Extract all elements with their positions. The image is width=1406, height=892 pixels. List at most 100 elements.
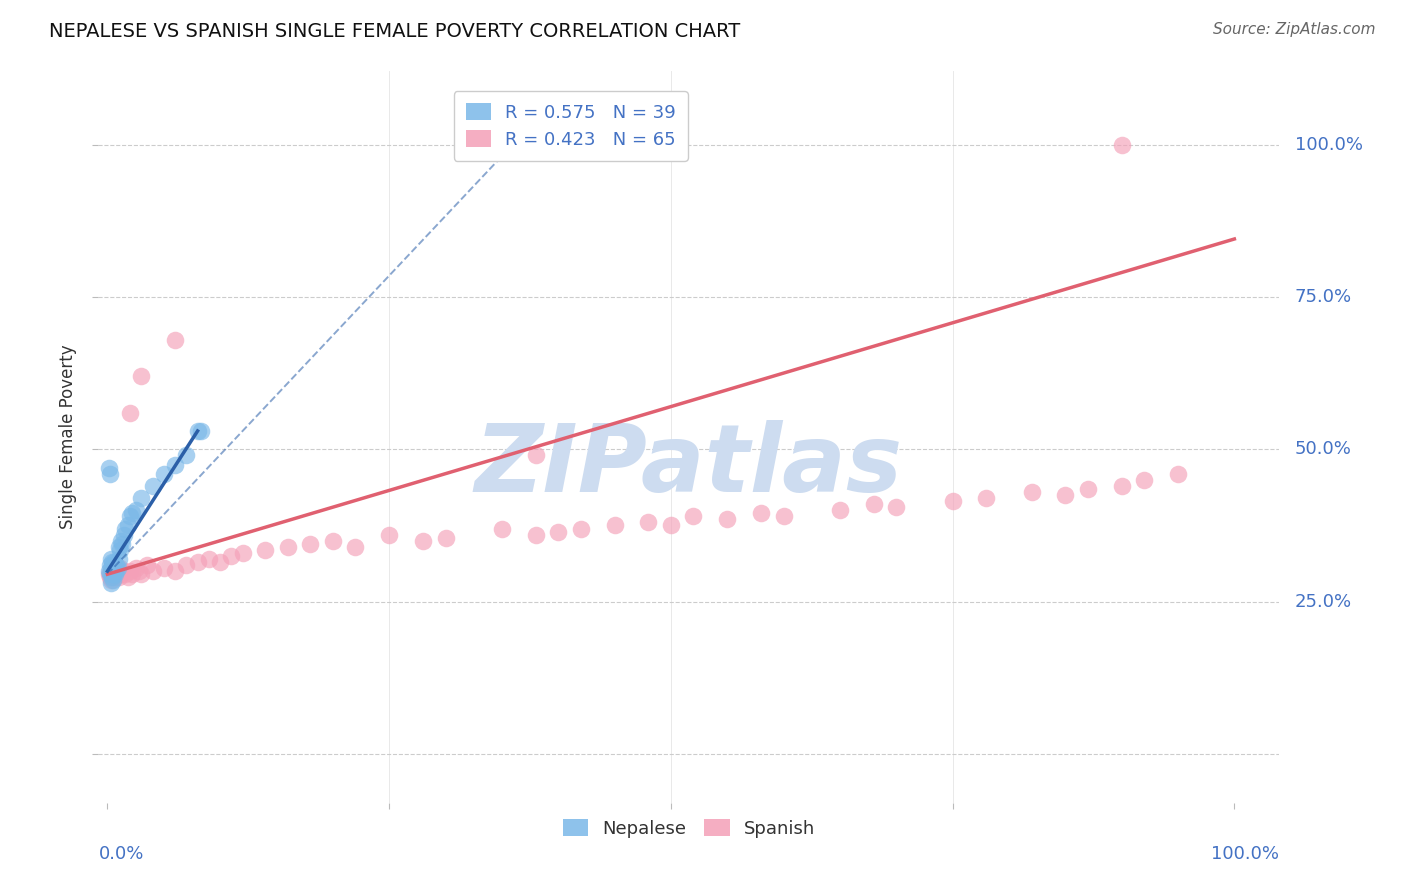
- Point: [98, 570, 121, 584]
- Point: [101, 555, 124, 569]
- Point: [716, 512, 738, 526]
- Point: [412, 533, 434, 548]
- Point: [976, 491, 998, 505]
- Point: [165, 458, 187, 472]
- Point: [103, 555, 125, 569]
- Point: [114, 521, 136, 535]
- Point: [100, 574, 122, 588]
- Point: [97, 567, 120, 582]
- Point: [198, 552, 221, 566]
- Text: Source: ZipAtlas.com: Source: ZipAtlas.com: [1212, 22, 1375, 37]
- Point: [105, 558, 128, 573]
- Point: [141, 479, 163, 493]
- Point: [524, 527, 547, 541]
- Point: [100, 552, 122, 566]
- Point: [98, 467, 121, 481]
- Point: [101, 558, 124, 573]
- Point: [101, 564, 124, 578]
- Point: [121, 567, 143, 582]
- Point: [1054, 488, 1077, 502]
- Point: [884, 500, 907, 515]
- Point: [524, 448, 547, 462]
- Point: [1167, 467, 1189, 481]
- Point: [103, 561, 125, 575]
- Point: [129, 567, 152, 582]
- Point: [111, 537, 134, 551]
- Point: [107, 570, 129, 584]
- Point: [118, 509, 141, 524]
- Point: [112, 527, 135, 541]
- Point: [232, 546, 254, 560]
- Point: [1111, 479, 1133, 493]
- Text: 25.0%: 25.0%: [1295, 592, 1353, 611]
- Point: [100, 576, 122, 591]
- Point: [124, 503, 146, 517]
- Point: [434, 531, 457, 545]
- Point: [108, 542, 131, 557]
- Point: [101, 567, 124, 582]
- Point: [862, 497, 884, 511]
- Point: [104, 561, 127, 575]
- Point: [97, 460, 120, 475]
- Point: [176, 448, 198, 462]
- Point: [152, 467, 174, 481]
- Text: 75.0%: 75.0%: [1295, 288, 1353, 306]
- Point: [100, 561, 122, 575]
- Point: [254, 542, 277, 557]
- Point: [1133, 473, 1156, 487]
- Point: [101, 567, 124, 582]
- Point: [105, 567, 128, 582]
- Point: [277, 540, 299, 554]
- Point: [117, 570, 139, 584]
- Point: [942, 494, 965, 508]
- Point: [190, 424, 212, 438]
- Text: 0.0%: 0.0%: [98, 846, 143, 863]
- Point: [118, 406, 141, 420]
- Y-axis label: Single Female Poverty: Single Female Poverty: [59, 345, 77, 529]
- Text: 50.0%: 50.0%: [1295, 441, 1351, 458]
- Text: ZIPatlas: ZIPatlas: [475, 420, 903, 512]
- Point: [110, 567, 132, 582]
- Point: [129, 369, 152, 384]
- Point: [103, 564, 125, 578]
- Point: [121, 506, 143, 520]
- Point: [772, 509, 794, 524]
- Point: [152, 561, 174, 575]
- Point: [135, 558, 157, 573]
- Point: [209, 555, 232, 569]
- Point: [1111, 137, 1133, 152]
- Point: [101, 570, 124, 584]
- Point: [176, 558, 198, 573]
- Point: [101, 564, 124, 578]
- Point: [114, 567, 136, 582]
- Point: [124, 561, 146, 575]
- Point: [107, 564, 129, 578]
- Point: [682, 509, 704, 524]
- Text: NEPALESE VS SPANISH SINGLE FEMALE POVERTY CORRELATION CHART: NEPALESE VS SPANISH SINGLE FEMALE POVERT…: [49, 22, 741, 41]
- Point: [491, 521, 513, 535]
- Point: [107, 552, 129, 566]
- Point: [98, 567, 121, 582]
- Point: [187, 424, 209, 438]
- Point: [104, 570, 127, 584]
- Point: [378, 527, 401, 541]
- Point: [322, 533, 344, 548]
- Point: [107, 561, 129, 575]
- Point: [117, 518, 139, 533]
- Point: [98, 558, 121, 573]
- Point: [129, 491, 152, 505]
- Point: [104, 567, 127, 582]
- Legend: Nepalese, Spanish: Nepalese, Spanish: [551, 808, 827, 848]
- Point: [141, 564, 163, 578]
- Point: [603, 518, 626, 533]
- Point: [1021, 485, 1043, 500]
- Point: [112, 564, 135, 578]
- Point: [97, 564, 120, 578]
- Point: [105, 564, 128, 578]
- Point: [547, 524, 569, 539]
- Point: [637, 516, 659, 530]
- Point: [659, 518, 682, 533]
- Point: [165, 333, 187, 347]
- Point: [101, 574, 124, 588]
- Text: 100.0%: 100.0%: [1295, 136, 1362, 153]
